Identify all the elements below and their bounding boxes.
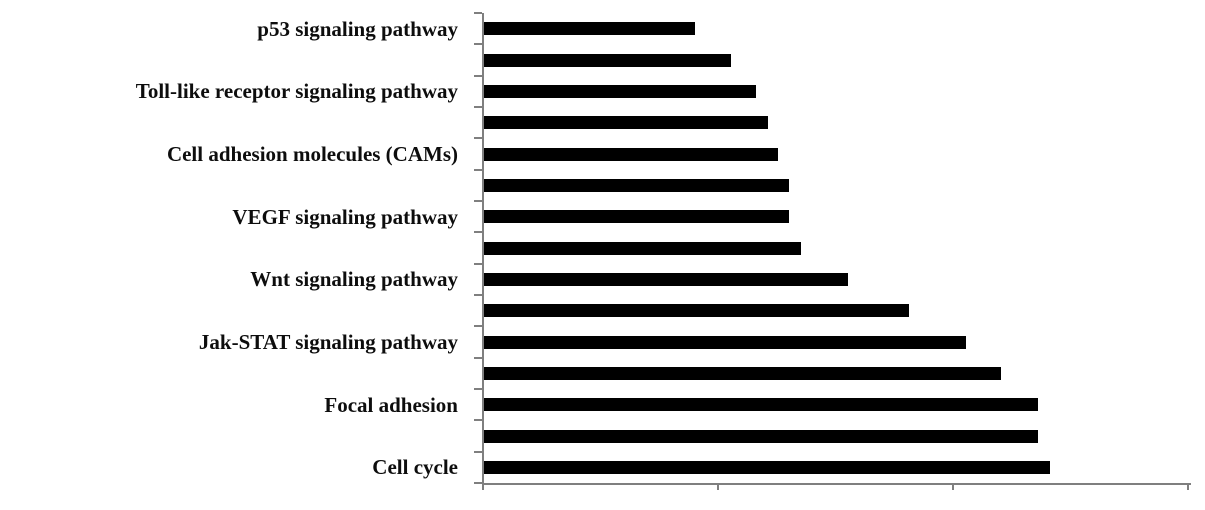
- category-label: Cell adhesion molecules (CAMs): [166, 142, 458, 166]
- y-axis-tick: [474, 294, 482, 296]
- bar: [484, 366, 1001, 380]
- bar: [484, 178, 790, 192]
- y-axis-tick: [474, 450, 482, 453]
- y-axis-tick: [474, 74, 482, 77]
- category-label: Jak-STAT signaling pathway: [198, 330, 458, 354]
- category-label: Toll-like receptor signaling pathway: [135, 79, 458, 104]
- bar: [484, 272, 849, 286]
- y-axis-tick: [474, 325, 482, 328]
- bar: [484, 335, 966, 349]
- bar: [484, 460, 1051, 474]
- x-axis-tick: [1186, 483, 1189, 490]
- y-axis-tick: [474, 419, 482, 422]
- category-label: Wnt signaling pathway: [250, 267, 458, 292]
- y-axis-tick: [474, 106, 482, 108]
- bar: [484, 147, 778, 161]
- category-label: Focal adhesion: [324, 392, 458, 417]
- y-axis-tick: [474, 137, 482, 140]
- y-axis-tick: [474, 200, 482, 202]
- x-axis-tick: [482, 483, 484, 490]
- bar: [484, 22, 696, 36]
- category-labels: p53 signaling pathway Toll-like receptor …: [0, 13, 458, 485]
- bar: [484, 398, 1039, 412]
- y-axis-tick: [474, 356, 482, 359]
- category-label: Cell cycle: [372, 455, 458, 480]
- bar: [484, 210, 790, 224]
- y-axis-tick: [474, 168, 482, 171]
- bar: [484, 304, 910, 318]
- category-label: p53 signaling pathway: [257, 16, 458, 41]
- bar: [484, 84, 757, 98]
- plot-area: [474, 12, 1191, 490]
- y-axis-tick: [474, 43, 482, 46]
- y-axis-tick: [474, 388, 482, 390]
- y-axis-tick: [474, 231, 482, 234]
- bar: [484, 429, 1039, 443]
- y-axis-tick: [474, 262, 482, 265]
- y-axis-tick: [474, 482, 482, 484]
- bar: [484, 116, 769, 130]
- x-axis-tick: [951, 483, 954, 490]
- bar: [484, 53, 731, 67]
- x-axis-tick: [716, 483, 719, 490]
- bar: [484, 241, 802, 255]
- y-axis-tick: [474, 12, 482, 14]
- category-label: VEGF signaling pathway: [232, 204, 458, 229]
